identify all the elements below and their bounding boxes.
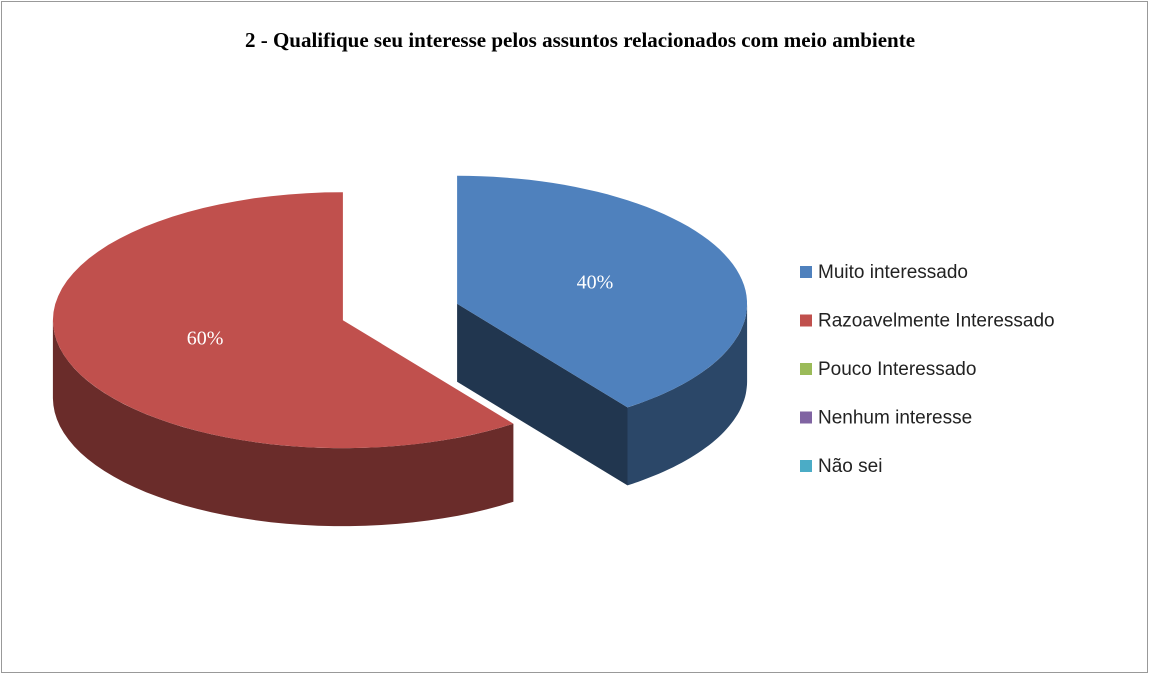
data-label: 40% [577, 272, 614, 294]
legend-label: Razoavelmente Interessado [818, 311, 1055, 332]
chart-title: 2 - Qualifique seu interesse pelos assun… [245, 28, 915, 52]
legend-swatch [800, 460, 812, 472]
slice-side [52, 320, 514, 527]
legend-swatch [800, 411, 812, 424]
slice-face [457, 303, 628, 486]
legend-label: Muito interessado [818, 262, 968, 283]
legend-label: Não sei [818, 456, 882, 477]
data-label: 60% [187, 328, 224, 350]
legend-label: Nenhum interesse [818, 408, 972, 429]
slice [457, 175, 747, 408]
legend-swatch [800, 266, 812, 278]
slice [52, 192, 514, 449]
legend-swatch [800, 314, 812, 327]
legend-label: Pouco Interessado [818, 359, 976, 380]
legend-swatch [800, 363, 812, 375]
slice-side [627, 303, 748, 486]
